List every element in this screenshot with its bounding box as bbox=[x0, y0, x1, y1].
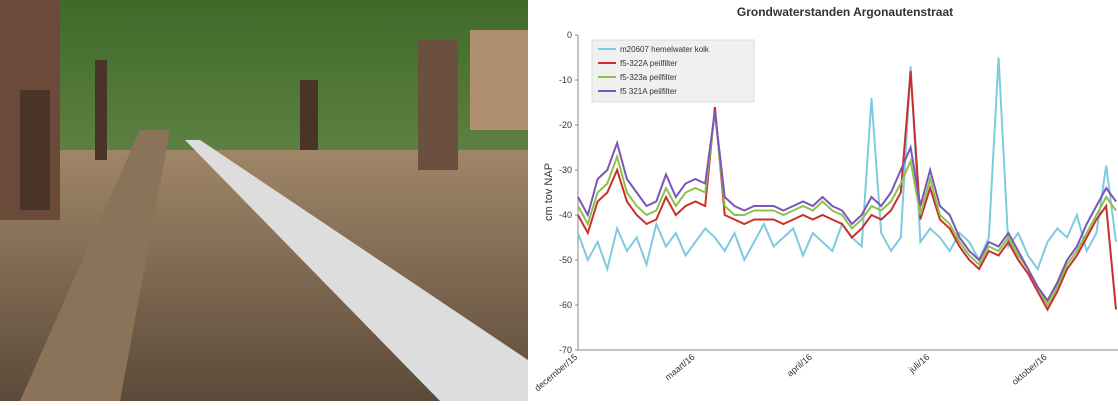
page: Grondwaterstanden Argonautenstraat cm to… bbox=[0, 0, 1118, 401]
legend-label: f5 321A peilfilter bbox=[620, 87, 677, 96]
building bbox=[470, 30, 528, 130]
legend-label: f5-323a peilfilter bbox=[620, 73, 677, 82]
y-tick-label: -20 bbox=[559, 120, 572, 130]
y-axis-label: cm tov NAP bbox=[543, 163, 555, 221]
y-tick-label: -50 bbox=[559, 255, 572, 265]
y-tick-label: -30 bbox=[559, 165, 572, 175]
legend-label: f5-322A peilfilter bbox=[620, 59, 678, 68]
y-tick-label: -60 bbox=[559, 300, 572, 310]
tree-trunk bbox=[20, 90, 50, 210]
tree-trunk bbox=[300, 80, 318, 150]
tree-trunk bbox=[418, 40, 458, 170]
tree-trunk bbox=[95, 60, 107, 160]
y-tick-label: -40 bbox=[559, 210, 572, 220]
chart-title: Grondwaterstanden Argonautenstraat bbox=[737, 5, 953, 19]
y-tick-label: -10 bbox=[559, 75, 572, 85]
photo bbox=[0, 0, 528, 401]
legend-label: m20607 hemelwater kolk bbox=[620, 45, 710, 54]
y-tick-label: 0 bbox=[567, 30, 572, 40]
